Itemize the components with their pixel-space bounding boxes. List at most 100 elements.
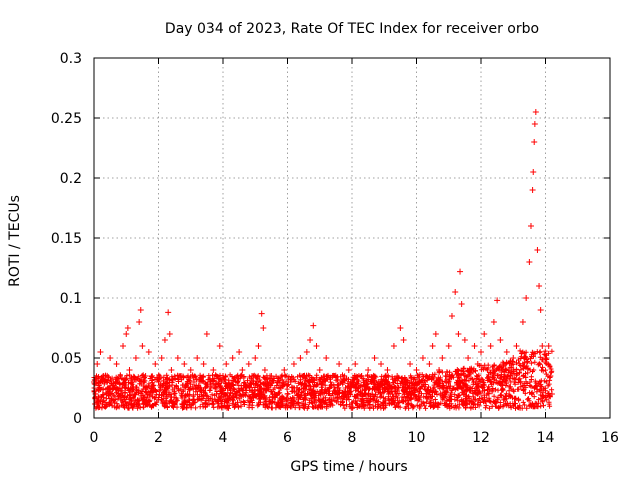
scatter-point xyxy=(310,322,317,329)
y-tick-label: 0.25 xyxy=(51,111,82,127)
scatter-point xyxy=(452,289,459,295)
scatter-point xyxy=(155,379,162,385)
y-axis-label: ROTI / TECUs xyxy=(7,195,23,287)
scatter-point xyxy=(361,391,368,397)
grid-lines xyxy=(94,58,610,418)
x-tick-label: 12 xyxy=(472,430,490,446)
scatter-point xyxy=(523,295,530,301)
scatter-point xyxy=(416,379,423,385)
data-points xyxy=(91,109,555,397)
scatter-point xyxy=(352,361,359,367)
x-axis-label: GPS time / hours xyxy=(290,459,407,475)
scatter-point xyxy=(129,379,136,385)
scatter-point xyxy=(265,385,272,391)
scatter-point xyxy=(381,379,388,385)
scatter-point xyxy=(439,355,446,361)
scatter-point xyxy=(139,343,146,349)
scatter-point xyxy=(429,343,436,349)
scatter-point xyxy=(529,187,536,193)
x-tick-label: 8 xyxy=(348,430,357,446)
scatter-point xyxy=(487,343,494,349)
scatter-point xyxy=(307,337,314,343)
scatter-point xyxy=(384,367,391,373)
scatter-point xyxy=(403,379,410,385)
scatter-point xyxy=(223,361,230,367)
scatter-point xyxy=(213,391,220,397)
scatter-point xyxy=(426,361,433,367)
scatter-point xyxy=(397,325,404,331)
scatter-point xyxy=(371,355,378,361)
scatter-point xyxy=(278,385,285,391)
y-tick-label: 0 xyxy=(73,411,82,427)
scatter-point xyxy=(542,355,549,361)
scatter-point xyxy=(465,355,472,361)
scatter-point xyxy=(103,391,110,397)
scatter-point xyxy=(268,373,275,379)
scatter-point xyxy=(190,379,197,385)
scatter-point xyxy=(503,349,510,355)
scatter-point xyxy=(378,361,385,367)
scatter-point xyxy=(400,337,407,343)
scatter-point xyxy=(510,355,517,361)
scatter-point xyxy=(166,331,173,337)
scatter-point xyxy=(531,139,538,145)
scatter-point xyxy=(226,385,233,391)
scatter-point xyxy=(294,385,301,391)
scatter-point xyxy=(484,367,491,373)
scatter-point xyxy=(507,373,514,379)
scatter-point xyxy=(355,385,362,391)
scatter-point xyxy=(245,361,252,367)
scatter-point xyxy=(207,379,214,385)
scatter-point xyxy=(547,373,554,379)
scatter-point xyxy=(481,331,488,337)
scatter-point xyxy=(516,361,523,367)
scatter-point xyxy=(197,385,204,391)
scatter-point xyxy=(261,367,268,373)
scatter-point xyxy=(490,319,497,325)
scatter-point xyxy=(95,385,102,391)
y-tick-label: 0.3 xyxy=(60,51,82,67)
scatter-point xyxy=(532,109,539,115)
scatter-point xyxy=(107,355,114,361)
scatter-point xyxy=(242,385,249,391)
scatter-point xyxy=(120,343,127,349)
scatter-point xyxy=(100,373,107,379)
scatter-point xyxy=(200,361,207,367)
scatter-point xyxy=(468,367,475,373)
scatter-point xyxy=(184,391,191,397)
scatter-point xyxy=(349,379,355,385)
scatter-point xyxy=(178,373,185,379)
scatter-point xyxy=(255,343,262,349)
scatter-point xyxy=(94,361,101,367)
scatter-point xyxy=(316,367,323,373)
scatter-point xyxy=(410,385,417,391)
scatter-point xyxy=(500,361,507,367)
axis-ticks: 0 2 4 6 8 10 12 14 16 0 0.05 0.1 0.15 0.2 0.25 0.3 xyxy=(51,51,619,446)
scatter-point xyxy=(323,355,330,361)
scatter-point xyxy=(136,319,143,325)
scatter-point xyxy=(461,337,468,343)
scatter-point xyxy=(365,367,372,373)
x-tick-label: 10 xyxy=(408,430,426,446)
scatter-point xyxy=(526,259,533,265)
scatter-point xyxy=(531,121,538,127)
scatter-point xyxy=(281,367,288,373)
x-tick-label: 14 xyxy=(537,430,555,446)
scatter-point xyxy=(123,331,130,337)
y-tick-label: 0.2 xyxy=(60,171,82,187)
scatter-point xyxy=(116,385,123,391)
scatter-point xyxy=(97,349,104,355)
scatter-point xyxy=(419,355,426,361)
scatter-point xyxy=(390,343,397,349)
scatter-point xyxy=(158,355,165,361)
scatter-point xyxy=(271,391,278,397)
scatter-point xyxy=(142,373,149,379)
scatter-point xyxy=(249,373,256,379)
scatter-point xyxy=(494,297,501,304)
scatter-point xyxy=(534,247,541,253)
scatter-point xyxy=(216,343,223,349)
scatter-point xyxy=(387,385,394,391)
scatter-point xyxy=(513,343,520,349)
scatter-point xyxy=(297,355,304,361)
